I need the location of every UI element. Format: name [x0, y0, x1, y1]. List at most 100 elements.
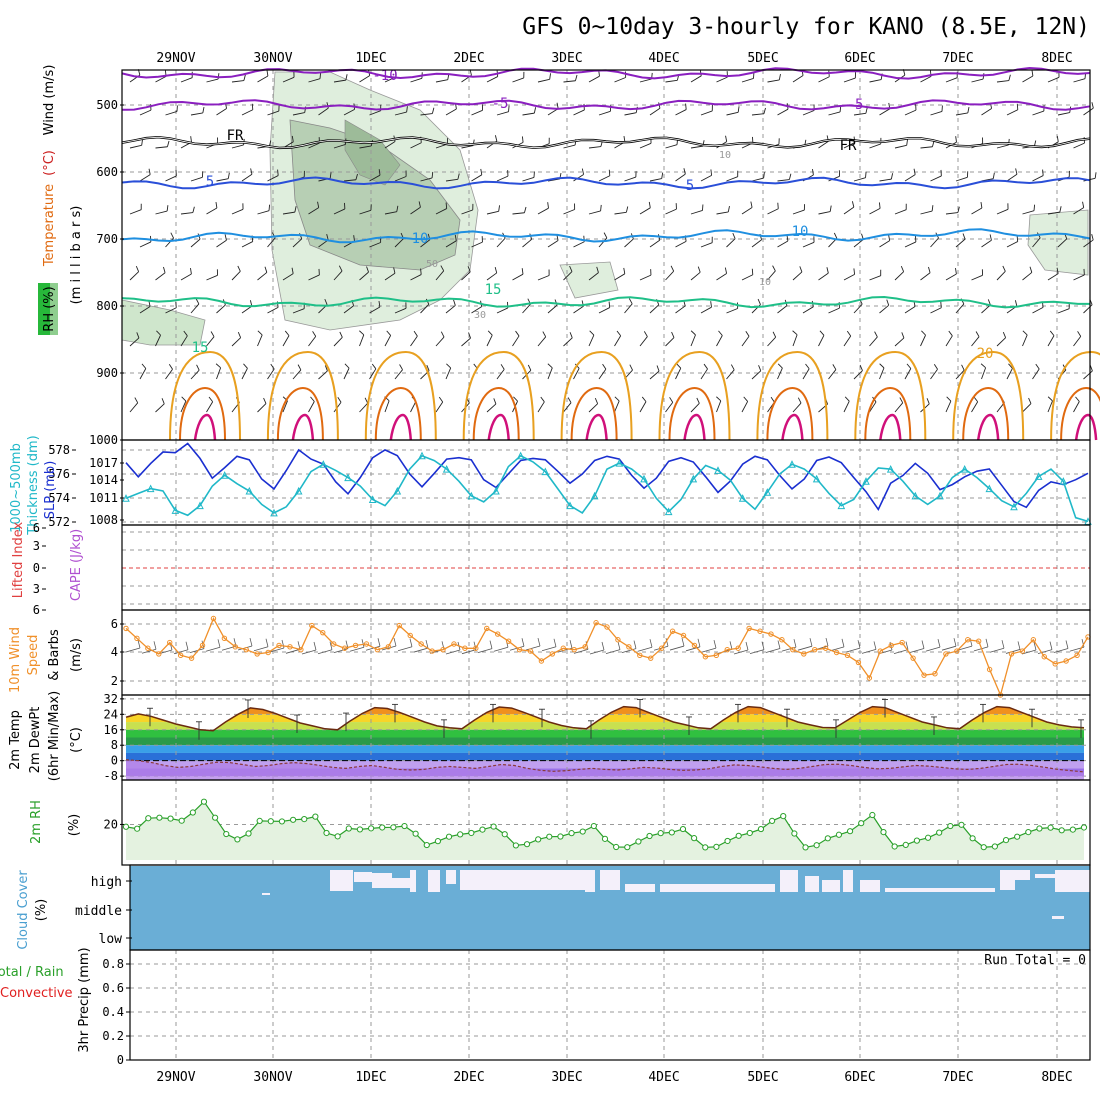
cloud-clear-bar [885, 888, 995, 892]
contour-label: 15 [192, 340, 209, 356]
upper-wind-barb [614, 273, 626, 281]
upper-wind-barb [598, 307, 610, 314]
upper-wind-barb [165, 111, 178, 116]
upper-wind-barb-feather [268, 204, 271, 211]
upper-wind-barb [190, 303, 200, 314]
upper-wind-barb-feather [703, 363, 708, 370]
upper-wind-barb [461, 209, 473, 215]
upper-wind-barb [945, 212, 958, 215]
wind10-point [167, 639, 173, 646]
rh-point [323, 829, 330, 837]
upper-wind-barb [665, 79, 678, 83]
upper-wind-barb-feather [183, 330, 188, 337]
upper-wind-barb [1032, 237, 1041, 248]
upper-wind-barb [598, 368, 607, 380]
y-tick-label: 0.8 [102, 957, 124, 971]
rh-point [913, 837, 921, 844]
upper-wind-barb-feather [975, 331, 980, 337]
upper-wind-barb [904, 241, 917, 248]
upper-wind-barb [649, 178, 662, 182]
contour-label: 10 [412, 231, 429, 247]
contour-30 [487, 413, 510, 441]
upper-wind-barb [216, 367, 222, 380]
upper-wind-barb [420, 113, 433, 116]
upper-wind-barb-feather [832, 364, 837, 370]
upper-wind-barb-feather [671, 331, 675, 338]
upper-wind-barb [206, 274, 218, 281]
wind10-point [484, 625, 490, 632]
upper-wind-barb-feather [710, 169, 713, 176]
upper-wind-barb-feather [569, 332, 573, 338]
upper-wind-barb [869, 207, 881, 215]
upper-wind-barb-feather [521, 136, 524, 143]
upper-wind-barb [726, 238, 736, 248]
upper-wind-barb [369, 174, 381, 182]
upper-wind-barb-feather [989, 234, 992, 241]
y-tick-label: 6 [111, 617, 118, 631]
upper-wind-barb-feather [266, 70, 269, 77]
upper-wind-barb [410, 206, 421, 215]
top-date-label: 4DEC [648, 51, 679, 66]
upper-wind-barb [767, 208, 779, 215]
rh-point [345, 825, 352, 832]
wind10-barb-feather [1001, 640, 1005, 649]
top-date-label: 3DEC [551, 51, 582, 66]
upper-wind-barb-feather [196, 364, 200, 371]
upper-wind-barb [282, 211, 295, 215]
rh-point [635, 838, 642, 845]
wind10-point [615, 637, 621, 643]
upper-wind-barb-feather [1091, 102, 1094, 109]
upper-wind-barb-feather [167, 140, 170, 147]
temp-line [125, 705, 1085, 732]
y-tick-label: 4 [111, 645, 118, 659]
upper-wind-barb [308, 78, 321, 83]
wind10-barb-feather [921, 640, 925, 649]
rh-point [724, 837, 731, 845]
upper-wind-barb [818, 76, 830, 83]
upper-wind-barb [573, 174, 584, 182]
rh-point [334, 833, 341, 840]
temp-band [126, 706, 1084, 715]
upper-wind-barb-feather [508, 105, 510, 112]
rh-point [958, 821, 965, 828]
upper-wind-barb [308, 207, 319, 215]
upper-wind-barb-feather [148, 168, 151, 175]
upper-wind-barb [945, 77, 958, 83]
wind10-barb [525, 645, 541, 651]
wind10-point [145, 645, 151, 651]
rh-point [122, 823, 130, 830]
upper-wind-barb [802, 306, 814, 314]
wind10-barb-feather [1017, 641, 1021, 650]
upper-wind-barb-feather [833, 232, 838, 239]
upper-wind-barb-feather [1008, 74, 1011, 81]
cloud-unit: (%) [34, 899, 49, 922]
upper-wind-barb-feather [134, 397, 139, 404]
slp-grid [122, 440, 1090, 525]
wind10-barb [941, 645, 957, 651]
upper-wind-barb [1073, 78, 1086, 83]
wind10-barb-feather [217, 639, 221, 648]
upper-wind-barb [537, 207, 549, 215]
upper-wind-barb-feather [208, 396, 214, 402]
upper-wind-barb-feather [697, 266, 701, 273]
wind10-point [309, 622, 315, 629]
upper-wind-barb [700, 242, 713, 248]
upper-wind-barb [308, 336, 317, 347]
upper-wind-barb-feather [900, 265, 905, 272]
wind10-barb-feather [409, 638, 413, 647]
wind10-barb [269, 647, 285, 653]
upper-wind-barb-feather [614, 396, 620, 402]
upper-wind-barb [216, 108, 227, 116]
wind10-barb [685, 646, 701, 652]
contour-20 [560, 350, 633, 441]
contour-label: 20 [977, 346, 994, 362]
upper-wind-barb-feather [324, 298, 328, 305]
wind10-barb-feather [137, 639, 141, 649]
temp-band [126, 722, 1084, 730]
cloud-clear-bar [822, 880, 840, 892]
wind10-barb [157, 649, 173, 655]
upper-wind-barb [665, 208, 677, 215]
rh-point [991, 843, 998, 850]
contour-30 [683, 413, 706, 441]
upper-wind-barb [665, 144, 678, 149]
